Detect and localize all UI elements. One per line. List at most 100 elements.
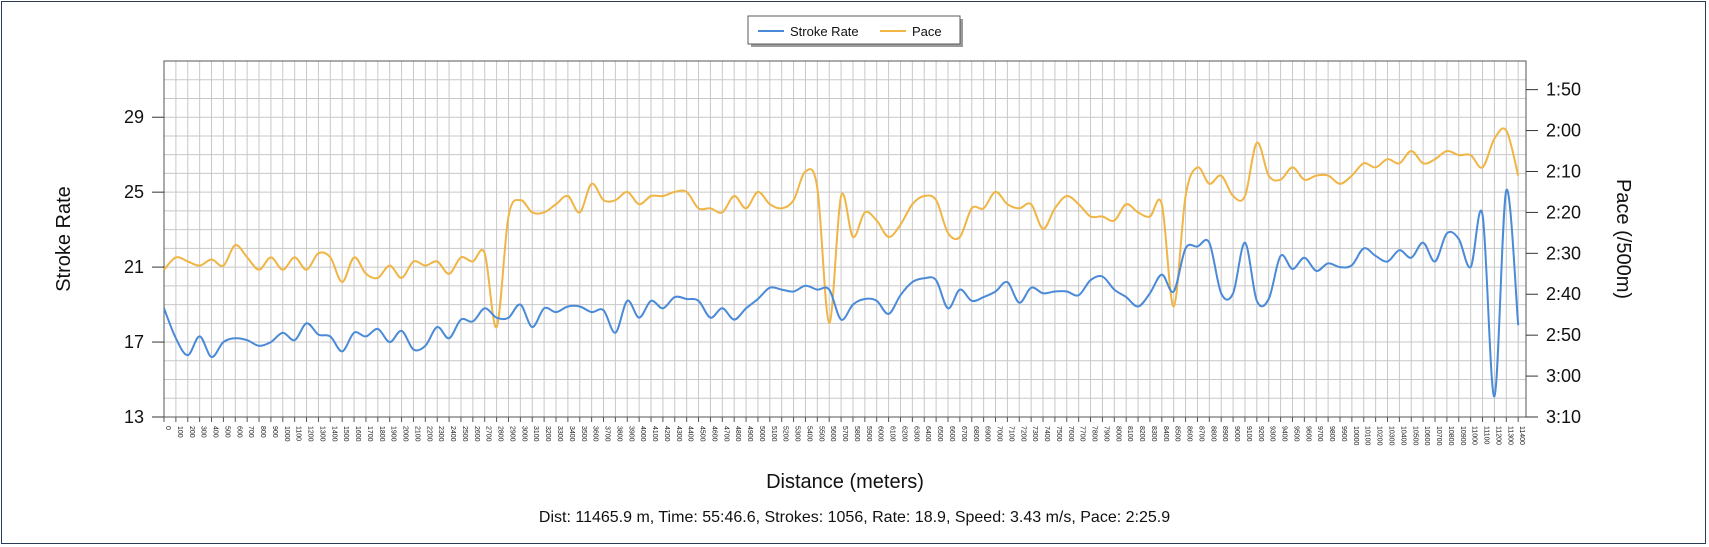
x-tick-label: 9800 bbox=[1328, 426, 1335, 442]
x-tick-label: 7200 bbox=[1019, 426, 1026, 442]
y2-tick-label: 2:50 bbox=[1546, 325, 1581, 345]
x-tick-label: 3700 bbox=[604, 426, 611, 442]
x-tick-label: 7700 bbox=[1079, 426, 1086, 442]
x-tick-label: 10200 bbox=[1376, 426, 1383, 446]
x-tick-label: 7900 bbox=[1102, 426, 1109, 442]
x-tick-label: 1700 bbox=[366, 426, 373, 442]
y2-tick-label: 2:40 bbox=[1546, 284, 1581, 304]
x-tick-label: 8100 bbox=[1126, 426, 1133, 442]
x-tick-label: 9500 bbox=[1292, 426, 1299, 442]
plot-area-border bbox=[163, 60, 1527, 418]
legend: Stroke Rate Pace bbox=[747, 15, 963, 47]
y2-tick-label: 3:00 bbox=[1546, 366, 1581, 386]
x-tick-label: 8000 bbox=[1114, 426, 1121, 442]
x-tick-label: 2600 bbox=[473, 426, 480, 442]
x-tick-label: 10500 bbox=[1411, 426, 1418, 446]
y2-tick-label: 2:00 bbox=[1546, 121, 1581, 141]
x-tick-label: 10600 bbox=[1423, 426, 1430, 446]
series-line-pace bbox=[163, 127, 1520, 329]
y2-tick-label: 2:30 bbox=[1546, 243, 1581, 263]
x-tick-label: 4800 bbox=[734, 426, 741, 442]
x-tick-label: 8800 bbox=[1209, 426, 1216, 442]
x-tick-label: 5600 bbox=[829, 426, 836, 442]
x-tick-label: 2700 bbox=[485, 426, 492, 442]
x-tick-label: 9000 bbox=[1233, 426, 1240, 442]
x-tick-label: 3600 bbox=[592, 426, 599, 442]
x-tick-label: 4300 bbox=[675, 426, 682, 442]
x-tick-label: 1300 bbox=[318, 426, 325, 442]
x-tick-label: 8300 bbox=[1150, 426, 1157, 442]
x-tick-label: 2100 bbox=[413, 426, 420, 442]
x-tick-label: 9600 bbox=[1304, 426, 1311, 442]
x-tick-label: 6000 bbox=[877, 426, 884, 442]
legend-label-stroke-rate: Stroke Rate bbox=[790, 24, 859, 39]
legend-label-pace: Pace bbox=[912, 24, 942, 39]
x-tick-label: 500 bbox=[223, 426, 230, 438]
x-tick-label: 4900 bbox=[746, 426, 753, 442]
x-tick-label: 4700 bbox=[722, 426, 729, 442]
y2-axis-title: Pace (/500m) bbox=[1612, 179, 1634, 299]
x-tick-label: 6500 bbox=[936, 426, 943, 442]
x-tick-label: 800 bbox=[259, 426, 266, 438]
x-tick-label: 1000 bbox=[283, 426, 290, 442]
x-tick-label: 11400 bbox=[1518, 426, 1525, 445]
series-line-stroke-rate bbox=[163, 188, 1520, 398]
x-tick-label: 7800 bbox=[1091, 426, 1098, 442]
x-tick-label: 4000 bbox=[639, 426, 646, 442]
x-tick-label: 4200 bbox=[663, 426, 670, 442]
x-tick-label: 3000 bbox=[520, 426, 527, 442]
x-tick-label: 5700 bbox=[841, 426, 848, 442]
grid bbox=[163, 60, 1526, 418]
x-tick-label: 7500 bbox=[1055, 426, 1062, 442]
x-tick-label: 2200 bbox=[425, 426, 432, 442]
x-tick-label: 8200 bbox=[1138, 426, 1145, 442]
x-tick-label: 2800 bbox=[497, 426, 504, 442]
x-tick-label: 6100 bbox=[889, 426, 896, 442]
x-tick-label: 10400 bbox=[1399, 426, 1406, 446]
x-tick-label: 5500 bbox=[817, 426, 824, 442]
y-tick-label: 17 bbox=[124, 332, 144, 352]
y-tick-label: 25 bbox=[124, 182, 144, 202]
x-tick-label: 5300 bbox=[794, 426, 801, 442]
x-tick-label: 8700 bbox=[1197, 426, 1204, 442]
x-tick-label: 7100 bbox=[1007, 426, 1014, 442]
x-tick-label: 1800 bbox=[378, 426, 385, 442]
x-tick-label: 1200 bbox=[307, 426, 314, 442]
x-tick-label: 7600 bbox=[1067, 426, 1074, 442]
x-tick-label: 9700 bbox=[1316, 426, 1323, 442]
x-tick-label: 0 bbox=[164, 426, 171, 430]
x-tick-label: 5100 bbox=[770, 426, 777, 442]
x-tick-label: 5800 bbox=[853, 426, 860, 442]
x-tick-label: 1100 bbox=[295, 426, 302, 441]
x-tick-label: 700 bbox=[247, 426, 254, 438]
x-tick-label: 9300 bbox=[1269, 426, 1276, 442]
x-tick-label: 6300 bbox=[912, 426, 919, 442]
x-tick-label: 9100 bbox=[1245, 426, 1252, 442]
y-axis-right: 1:50 2:00 2:10 2:20 2:30 2:40 2:50 3:00 3:10 bbox=[1526, 80, 1581, 427]
x-tick-label: 4100 bbox=[651, 426, 658, 442]
x-tick-label: 3200 bbox=[544, 426, 551, 442]
x-tick-label: 1500 bbox=[342, 426, 349, 442]
y2-tick-label: 2:20 bbox=[1546, 202, 1581, 222]
x-tick-label: 7300 bbox=[1031, 426, 1038, 442]
x-tick-label: 6400 bbox=[924, 426, 931, 442]
x-tick-label: 2000 bbox=[402, 426, 409, 442]
x-axis: 0 100 200 300 400 500 600 700 800 900 1000 1100 1200… bbox=[163, 417, 1525, 446]
y2-tick-label: 3:10 bbox=[1546, 407, 1581, 427]
x-tick-label: 300 bbox=[200, 426, 207, 438]
y-tick-label: 13 bbox=[124, 407, 144, 427]
x-tick-label: 10300 bbox=[1388, 426, 1395, 446]
x-tick-label: 11200 bbox=[1494, 426, 1501, 445]
x-axis-title: Distance (meters) bbox=[766, 471, 924, 493]
x-tick-label: 2500 bbox=[461, 426, 468, 442]
x-tick-label: 6900 bbox=[984, 426, 991, 442]
x-tick-label: 5000 bbox=[758, 426, 765, 442]
x-tick-label: 7000 bbox=[996, 426, 1003, 442]
x-tick-label: 11300 bbox=[1506, 426, 1513, 445]
x-tick-label: 6600 bbox=[948, 426, 955, 442]
x-tick-label: 7400 bbox=[1043, 426, 1050, 442]
x-tick-label: 3500 bbox=[580, 426, 587, 442]
x-tick-label: 3100 bbox=[532, 426, 539, 442]
x-tick-label: 1400 bbox=[330, 426, 337, 442]
